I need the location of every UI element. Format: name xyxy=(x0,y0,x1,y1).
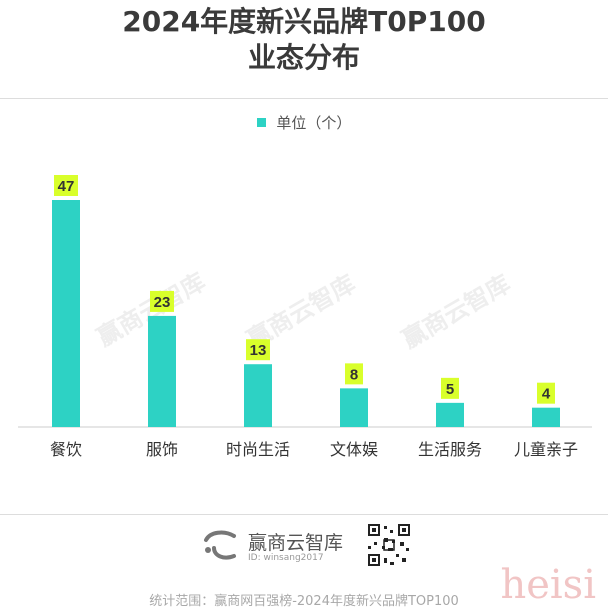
data-label-1: 23 xyxy=(154,294,171,311)
data-label-0: 47 xyxy=(58,178,75,195)
yingshang-logo-icon xyxy=(204,530,236,560)
footnote: 统计范围：赢商网百强榜-2024年度新兴品牌TOP100 xyxy=(149,594,459,609)
qr-code-icon xyxy=(366,522,412,568)
chart-title: 2024年度新兴品牌T0P100 业态分布 xyxy=(0,4,608,76)
footer-brand: 赢商云智库 xyxy=(248,532,344,554)
bar-2 xyxy=(244,364,272,427)
bar-0 xyxy=(52,200,80,427)
legend-swatch xyxy=(256,117,266,127)
category-label-1: 服饰 xyxy=(146,440,178,459)
data-label-3: 8 xyxy=(350,366,358,383)
category-label-0: 餐饮 xyxy=(50,440,82,459)
data-label-4: 5 xyxy=(446,381,454,398)
data-label-2: 13 xyxy=(250,342,267,359)
data-label-bg-0 xyxy=(54,175,78,196)
bar-chart: 47 餐饮 23 服饰 13 时尚生活 8 文体娱 5 生活服务 4 儿童亲子 xyxy=(18,175,592,459)
footer-divider xyxy=(0,514,608,515)
category-label-5: 儿童亲子 xyxy=(514,440,578,459)
data-label-bg-5 xyxy=(537,382,555,404)
bar-5 xyxy=(532,407,560,427)
category-label-2: 时尚生活 xyxy=(226,440,290,459)
category-label-3: 文体娱 xyxy=(330,440,378,459)
corner-watermark: heisi xyxy=(500,562,596,608)
legend: 单位（个） xyxy=(0,112,608,133)
header-divider xyxy=(0,98,608,99)
footer-id: ID: winsang2017 xyxy=(248,553,324,563)
bar-1 xyxy=(148,315,176,427)
data-label-bg-3 xyxy=(345,363,363,385)
legend-label: 单位（个） xyxy=(276,114,352,132)
bar-3 xyxy=(340,388,368,427)
data-label-bg-4 xyxy=(441,377,459,399)
data-label-5: 4 xyxy=(542,386,551,403)
title-line-2: 业态分布 xyxy=(247,41,360,74)
data-label-bg-2 xyxy=(246,339,270,361)
title-line-1: 2024年度新兴品牌T0P100 xyxy=(122,5,486,38)
bar-4 xyxy=(436,402,464,427)
category-label-4: 生活服务 xyxy=(418,440,482,459)
data-label-bg-1 xyxy=(150,290,174,312)
